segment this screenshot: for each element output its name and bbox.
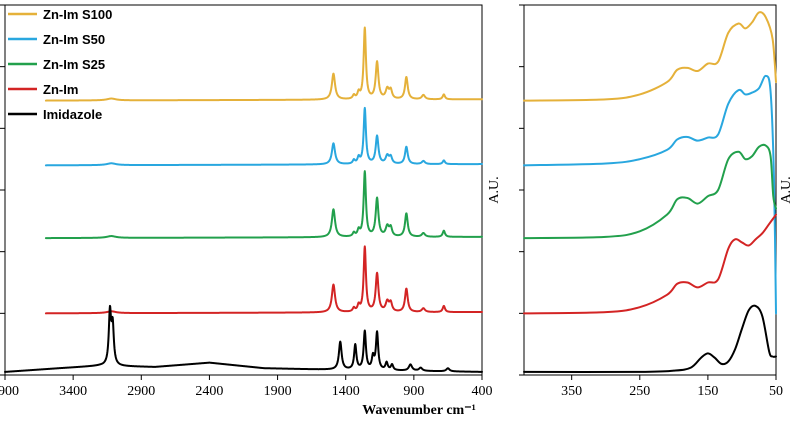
left-xtick-label-3400: 3400 [59, 384, 87, 399]
left-xtick-label-400: 400 [472, 384, 493, 399]
left-series-zn-im-s100 [44, 26, 483, 102]
left-series-imidazole [4, 304, 483, 373]
left-xtick-label-1400: 1400 [332, 384, 360, 399]
left-xtick-label-2900: 2900 [127, 384, 155, 399]
au-label-right: A.U. [779, 176, 794, 203]
right-spectra [523, 11, 777, 374]
left-series-zn-im [44, 245, 483, 315]
au-label-middle: A.U. [487, 176, 502, 203]
right-series-zn-im-s100 [523, 11, 777, 102]
right-xtick-label-350: 350 [561, 384, 582, 399]
left-series-zn-im-s50 [44, 106, 483, 167]
left-xtick-label-900: 900 [403, 384, 424, 399]
legend-label-zn-im-s50: Zn-Im S50 [43, 32, 105, 47]
legend: Zn-Im S100 Zn-Im S50 Zn-Im S25 Zn-Im Imidazo… [8, 7, 112, 122]
right-xtick-label-250: 250 [629, 384, 650, 399]
left-xtick-label-1900: 1900 [264, 384, 292, 399]
right-plot-frame [523, 4, 777, 376]
right-xtick-label-150: 150 [697, 384, 718, 399]
right-axis-ticks: 350 250 150 50 [519, 4, 783, 399]
x-axis-title: Wavenumber cm⁻¹ [362, 403, 476, 418]
left-xtick-label-3900: 3900 [0, 384, 19, 399]
legend-label-imidazole: Imidazole [43, 107, 102, 122]
left-spectra [4, 26, 483, 373]
left-xtick-label-2400: 2400 [195, 384, 223, 399]
right-series-imidazole [523, 304, 777, 374]
right-series-zn-im-s50 [523, 74, 777, 315]
right-xtick-label-50: 50 [769, 384, 783, 399]
legend-label-zn-im-s100: Zn-Im S100 [43, 7, 112, 22]
left-axis-ticks: 3900 3400 2900 2400 1900 1400 900 400 [0, 4, 493, 399]
left-series-zn-im-s25 [44, 170, 483, 240]
right-series-zn-im [523, 213, 777, 315]
legend-label-zn-im-s25: Zn-Im S25 [43, 57, 105, 72]
right-series-zn-im-s25 [523, 143, 777, 240]
legend-label-zn-im: Zn-Im [43, 82, 78, 97]
